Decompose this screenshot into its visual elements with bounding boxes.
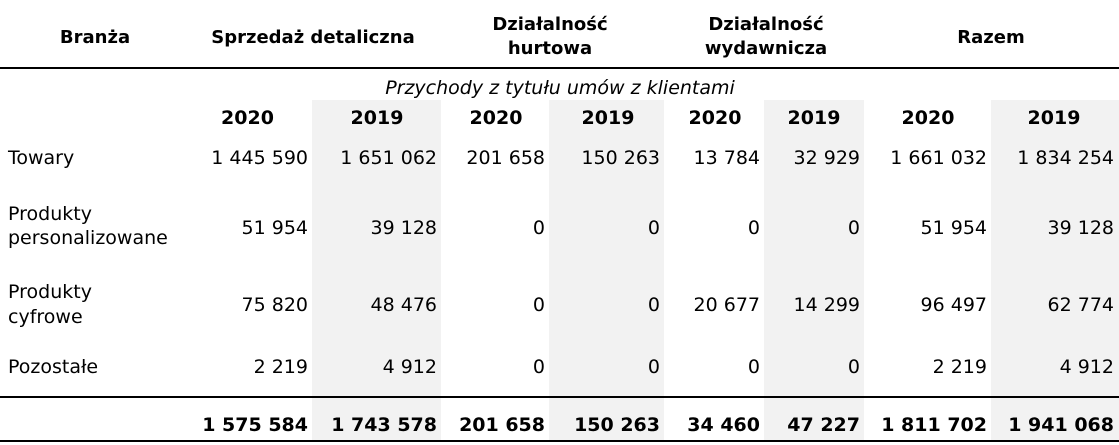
- cell: 150 263: [581, 147, 660, 169]
- header-total: Razem: [957, 27, 1025, 48]
- year-total-2020: 2020: [901, 107, 955, 129]
- bottom-rule: [0, 440, 1119, 442]
- cell: 0: [532, 294, 545, 316]
- year-wholesale-2020: 2020: [469, 107, 523, 129]
- cell: 75 820: [241, 294, 308, 316]
- total-cell: 34 460: [687, 414, 760, 436]
- cell: 0: [532, 356, 545, 378]
- cell: 1 445 590: [211, 147, 308, 169]
- shade-col-total-2019: [991, 100, 1119, 440]
- year-retail-2020: 2020: [221, 107, 274, 129]
- total-cell: 47 227: [787, 414, 860, 436]
- cell: 4 912: [382, 356, 437, 378]
- total-cell: 150 263: [574, 414, 660, 436]
- cell: 0: [747, 217, 760, 239]
- header-wholesale-line2: hurtowa: [507, 38, 593, 59]
- revenue-subheader: Przychody z tytułu umów z klientami: [385, 77, 735, 99]
- cell: 51 954: [920, 217, 987, 239]
- cell: 4 912: [1059, 356, 1114, 378]
- row-label: Towary: [8, 147, 75, 169]
- year-publishing-2020: 2020: [688, 107, 742, 129]
- cell: 0: [847, 217, 860, 239]
- cell: 39 128: [370, 217, 437, 239]
- cell: 51 954: [241, 217, 308, 239]
- total-cell: 1 743 578: [331, 414, 437, 436]
- cell: 62 774: [1047, 294, 1114, 316]
- row-label-line2: personalizowane: [8, 227, 168, 249]
- total-cell: 1 575 584: [202, 414, 308, 436]
- cell: 20 677: [693, 294, 760, 316]
- year-wholesale-2019: 2019: [581, 107, 635, 129]
- total-rule: [0, 396, 1119, 398]
- cell: 32 929: [793, 147, 860, 169]
- header-branza: Branża: [59, 27, 131, 48]
- cell: 39 128: [1047, 217, 1114, 239]
- shade-col-publishing-2019: [764, 100, 864, 440]
- shade-col-wholesale-2019: [549, 100, 664, 440]
- shade-col-retail-2019: [312, 100, 441, 440]
- header-rule: [0, 67, 1119, 69]
- year-retail-2019: 2019: [350, 107, 404, 129]
- total-cell: 1 941 068: [1008, 414, 1114, 436]
- cell: 2 219: [932, 356, 987, 378]
- cell: 13 784: [693, 147, 760, 169]
- cell: 96 497: [920, 294, 987, 316]
- cell: 0: [647, 356, 660, 378]
- cell: 14 299: [793, 294, 860, 316]
- row-label-line2: cyfrowe: [8, 306, 83, 328]
- total-cell: 201 658: [459, 414, 545, 436]
- header-publishing-line2: wydawnicza: [704, 38, 828, 59]
- year-publishing-2019: 2019: [787, 107, 841, 129]
- cell: 0: [532, 217, 545, 239]
- cell: 0: [847, 356, 860, 378]
- header-publishing-line1: Działalność: [708, 14, 824, 35]
- year-total-2019: 2019: [1027, 107, 1081, 129]
- cell: 201 658: [466, 147, 545, 169]
- cell: 0: [647, 294, 660, 316]
- cell: 1 834 254: [1017, 147, 1114, 169]
- header-wholesale-line1: Działalność: [492, 14, 608, 35]
- cell: 2 219: [253, 356, 308, 378]
- cell: 0: [647, 217, 660, 239]
- row-label-line1: Produkty: [8, 281, 92, 303]
- row-label-line1: Produkty: [8, 203, 92, 225]
- cell: 1 651 062: [340, 147, 437, 169]
- total-cell: 1 811 702: [881, 414, 987, 436]
- cell: 0: [747, 356, 760, 378]
- row-label: Pozostałe: [8, 356, 99, 378]
- cell: 1 661 032: [890, 147, 987, 169]
- header-retail: Sprzedaż detaliczna: [211, 27, 415, 48]
- cell: 48 476: [370, 294, 437, 316]
